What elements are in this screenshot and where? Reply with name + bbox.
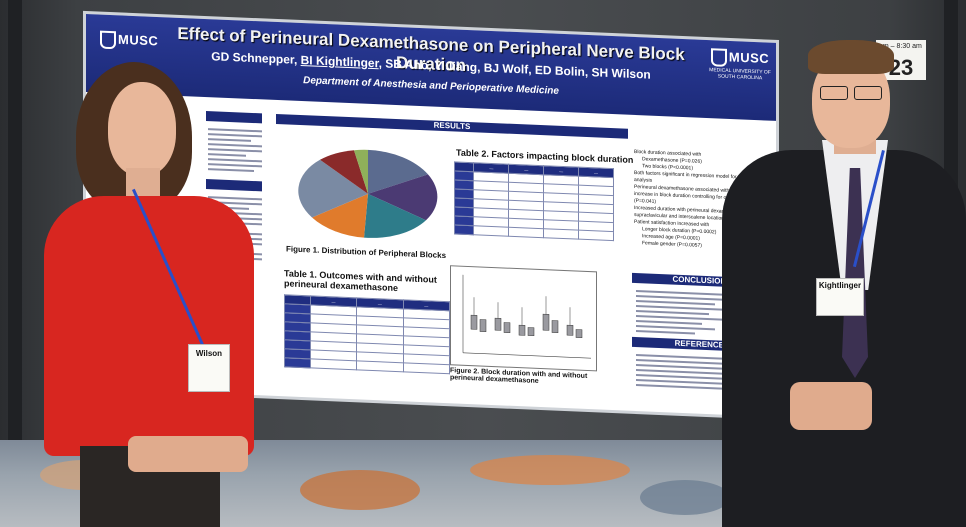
glasses-icon bbox=[820, 86, 848, 100]
table2: — — — — bbox=[454, 161, 614, 241]
pie-slice bbox=[298, 159, 368, 218]
red-sweater bbox=[44, 196, 254, 456]
shield-icon bbox=[710, 48, 727, 67]
introduction-text bbox=[208, 125, 262, 175]
poster-board-post bbox=[8, 0, 22, 460]
pie-slice bbox=[368, 149, 428, 194]
musc-logo-left: MUSC bbox=[100, 30, 158, 51]
left-column-header bbox=[206, 111, 262, 124]
pie-slice bbox=[320, 150, 368, 194]
pie-slice bbox=[368, 174, 438, 221]
glasses-icon bbox=[854, 86, 882, 100]
hands bbox=[790, 382, 872, 430]
pie-slice bbox=[364, 193, 426, 238]
pie-slice bbox=[354, 149, 368, 194]
face bbox=[108, 82, 176, 176]
musc-logo-right: MUSC MEDICAL UNIVERSITY OF SOUTH CAROLIN… bbox=[709, 48, 771, 82]
results-header: RESULTS bbox=[276, 113, 628, 139]
shield-icon bbox=[100, 30, 116, 50]
name-badge-right: Kightlinger bbox=[816, 278, 864, 316]
pie-slice bbox=[312, 193, 368, 238]
table1: — — — bbox=[284, 294, 450, 374]
block-duration-boxplot bbox=[450, 265, 597, 372]
hair bbox=[808, 40, 894, 74]
research-poster: MUSC Effect of Perineural Dexamethasone … bbox=[86, 14, 776, 417]
session-time: am – 8:30 am bbox=[879, 43, 922, 50]
left-column-header-2 bbox=[206, 179, 262, 192]
peripheral-blocks-pie bbox=[298, 149, 438, 238]
table1-title: Table 1. Outcomes with and without perin… bbox=[284, 268, 437, 294]
hands bbox=[128, 436, 248, 472]
name-badge-left: Wilson bbox=[188, 344, 230, 392]
